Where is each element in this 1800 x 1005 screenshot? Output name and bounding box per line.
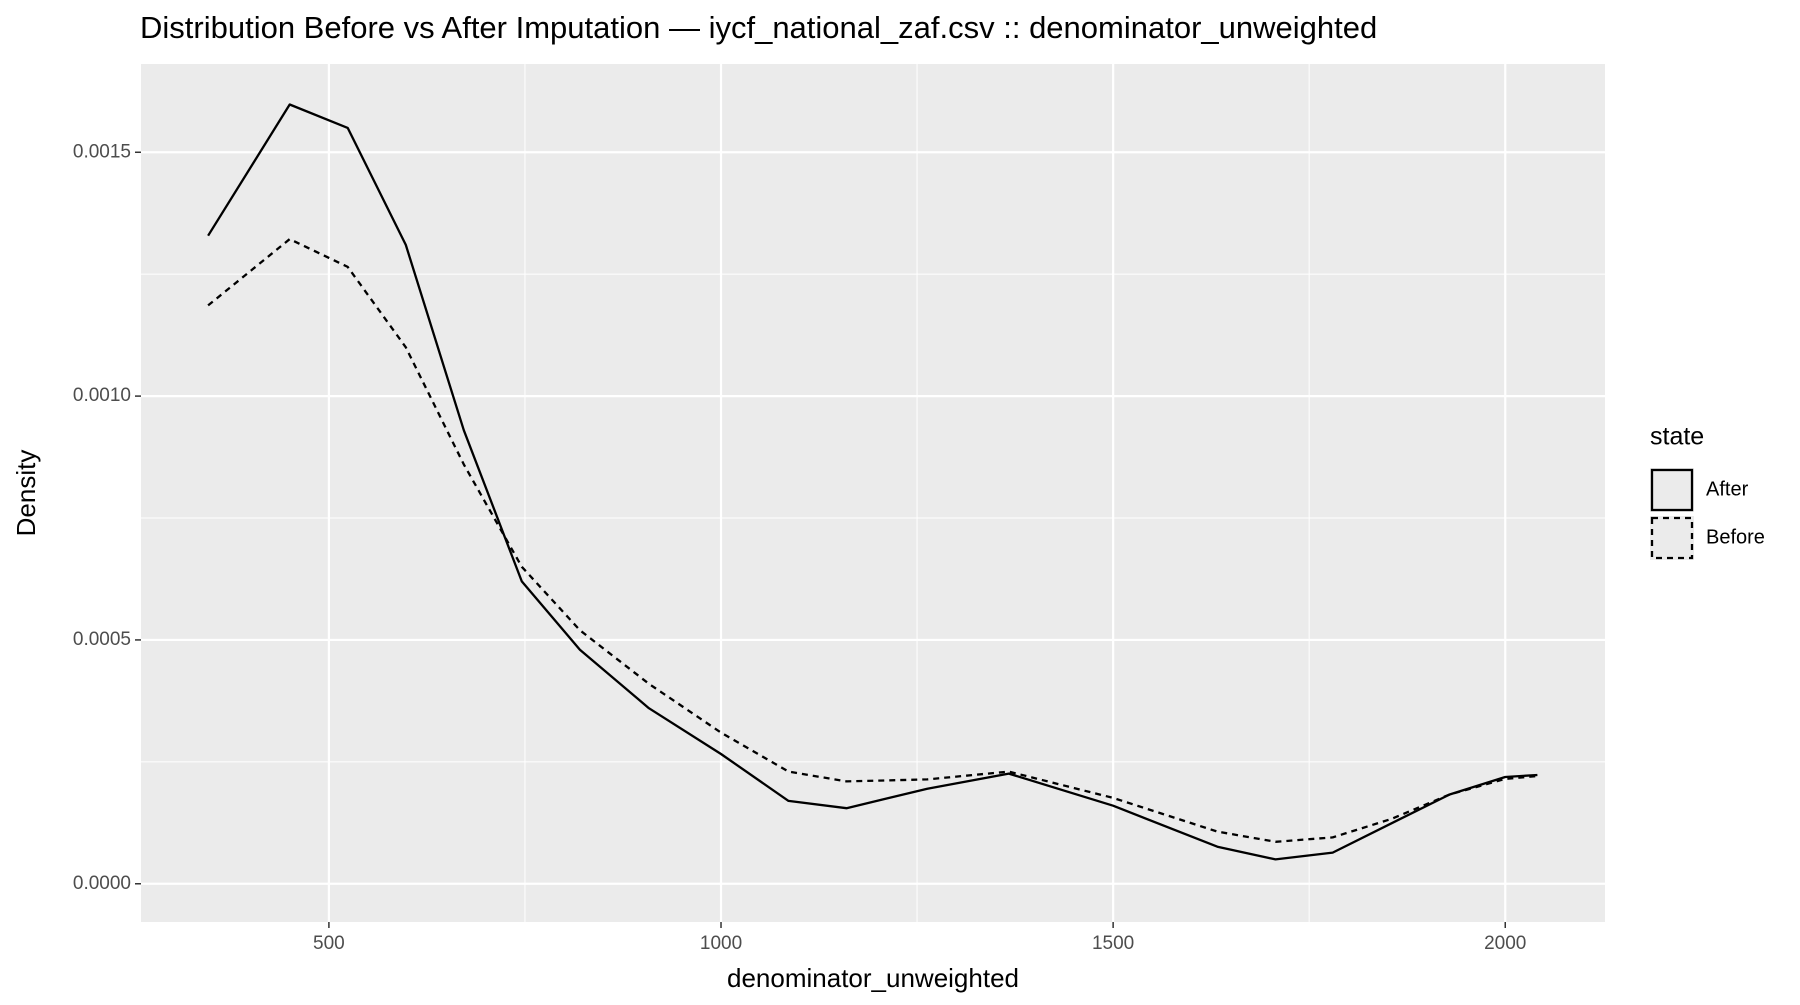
x-axis-label: denominator_unweighted (727, 963, 1019, 993)
x-tick-label: 500 (313, 933, 345, 954)
y-tick-label: 0.0000 (73, 873, 131, 894)
y-tick-label: 0.0010 (73, 385, 131, 406)
legend-label: After (1706, 478, 1749, 500)
x-tick-label: 1500 (1092, 933, 1134, 954)
legend-key-bg (1650, 468, 1694, 512)
legend-key (1650, 516, 1694, 560)
density-line (207, 237, 1538, 843)
legend-label: Before (1706, 526, 1765, 548)
plot-panel (141, 64, 1605, 922)
y-axis-label: Density (11, 450, 41, 537)
y-tick-label: 0.0005 (73, 629, 131, 650)
density-line (207, 103, 1538, 861)
x-tick-label: 1000 (700, 933, 742, 954)
legend-key-bg (1650, 516, 1694, 560)
y-tick-label: 0.0015 (73, 141, 131, 162)
chart-title: Distribution Before vs After Imputation … (140, 10, 1377, 45)
legend-key (1650, 468, 1694, 512)
legend-title: state (1650, 423, 1704, 451)
x-tick-label: 2000 (1484, 933, 1526, 954)
